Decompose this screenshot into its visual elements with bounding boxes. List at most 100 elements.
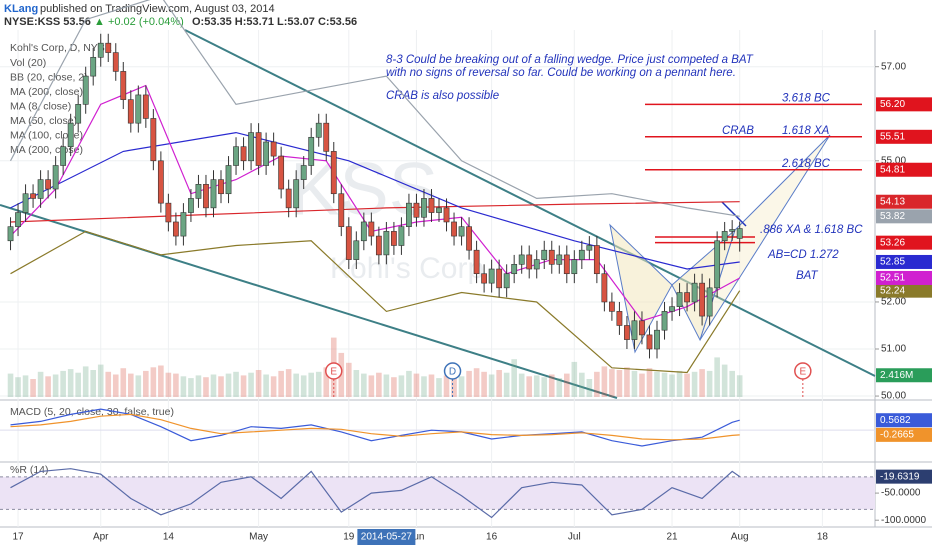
candle-body (601, 273, 608, 303)
candle-body (338, 193, 345, 227)
x-tick-label: 17 (12, 532, 24, 543)
legend-entry: MA (50, close) (10, 115, 77, 127)
bat-pattern[interactable] (609, 223, 673, 354)
event-marker (443, 362, 462, 380)
x-tick-label: Jun (408, 532, 424, 543)
volume-bar (158, 365, 164, 397)
price-tag-label: 54.13 (880, 196, 905, 207)
level-tag (876, 162, 932, 177)
volume-bar (361, 373, 367, 397)
legend-entry: MA (200, close) (10, 86, 83, 98)
candle-body (203, 184, 209, 209)
candle-body (75, 104, 82, 124)
candle-body (15, 212, 21, 227)
volume-bar (601, 366, 608, 397)
pattern-label: CRAB (722, 125, 754, 137)
volume-bar (97, 364, 104, 397)
candle-body (721, 231, 728, 242)
level-label: 1.618 XA (782, 125, 830, 137)
y-tick-label: 51.00 (881, 344, 906, 355)
candle-body (669, 306, 675, 312)
candle-body (120, 71, 127, 100)
y-tick-label: -50.0000 (881, 488, 921, 499)
candle-body (578, 249, 585, 260)
candle-body (443, 207, 450, 223)
pane-title: %R (14) (10, 464, 49, 476)
candle-body (97, 42, 104, 58)
note: 8-3 Could be breaking out of a falling w… (386, 54, 754, 66)
volume-bar (173, 373, 179, 397)
pattern-line[interactable] (721, 201, 747, 227)
volume-bar (285, 369, 292, 397)
candle-body (315, 122, 322, 138)
candle-body (7, 226, 14, 242)
candle-body (654, 329, 660, 350)
candle-body (255, 132, 262, 166)
candle-body (556, 254, 563, 265)
legend-entry: Vol (20) (10, 57, 46, 69)
volume-bar (255, 370, 262, 397)
indicator-tag-label: 0.5682 (880, 415, 911, 426)
candle-body (105, 42, 112, 53)
volume-bar (195, 375, 202, 397)
candle-body (225, 165, 232, 195)
volume-bar (541, 377, 548, 397)
volume-bar (503, 372, 510, 397)
macd-line (10, 413, 740, 441)
event-marker (794, 362, 812, 380)
x-tick-label: Aug (731, 532, 749, 543)
symbol: NYSE:KSS 53.56 (4, 16, 91, 28)
volume-bar (436, 378, 442, 397)
trendline[interactable] (184, 29, 876, 377)
x-tick-label: 14 (163, 532, 175, 543)
candle-body (706, 287, 713, 317)
x-tick-label: Apr (93, 532, 109, 543)
volume-bar (67, 369, 74, 397)
candle-body (135, 94, 142, 124)
volume-bar (368, 375, 375, 397)
author[interactable]: KLang (4, 3, 38, 15)
candle-body (263, 141, 270, 166)
volume-bar (353, 370, 360, 397)
candle-body (45, 179, 52, 190)
volume-bar (345, 362, 352, 397)
candle-body (488, 268, 495, 284)
candle-body (278, 155, 285, 190)
volume-bar (428, 374, 435, 397)
volume-bar (52, 374, 59, 397)
y-tick-label: -100.0000 (881, 515, 926, 526)
volume-bar (300, 375, 307, 397)
volume-bar (413, 373, 420, 397)
note: CRAB is also possible (386, 90, 499, 102)
volume-bar (315, 371, 322, 397)
candle-body (165, 202, 172, 223)
volume-tag (876, 368, 932, 383)
candle-body (684, 292, 690, 303)
candle-body (308, 136, 315, 166)
candle-body (661, 311, 668, 331)
volume-bar (721, 364, 728, 397)
candle-body (624, 325, 630, 340)
legend-entry: BB (20, close, 2) (10, 71, 88, 83)
candle-body (248, 132, 254, 162)
candle-body (285, 188, 292, 209)
x-tick-label: Jul (568, 532, 581, 543)
volume-bar (669, 374, 675, 397)
x-tick-label: May (249, 532, 268, 543)
volume-bar (646, 368, 653, 397)
legend-entry: MA (100, close) (10, 129, 83, 141)
wr-line (10, 468, 741, 519)
volume-bar (526, 376, 533, 397)
wr-band (0, 476, 875, 510)
x-tick-label: 19 (343, 532, 355, 543)
candle-body (173, 221, 179, 237)
candle-body (398, 226, 405, 246)
candle-body (37, 179, 44, 199)
event-marker (325, 362, 343, 380)
candle-body (210, 179, 217, 209)
volume-bar (75, 372, 81, 397)
volume-bar (729, 370, 735, 397)
volume-bar (736, 375, 743, 397)
